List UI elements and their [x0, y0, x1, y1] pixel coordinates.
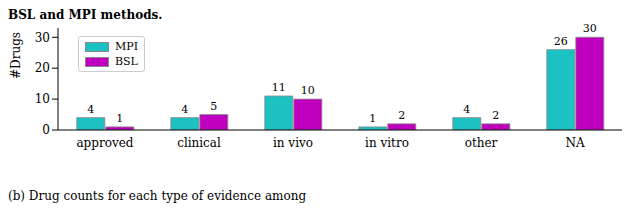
svg-text:20: 20 [35, 61, 50, 75]
svg-text:4: 4 [463, 103, 470, 116]
svg-text:30: 30 [583, 22, 597, 35]
svg-text:2: 2 [492, 109, 499, 122]
svg-text:30: 30 [35, 31, 50, 45]
svg-text:other: other [465, 136, 498, 150]
svg-text:0: 0 [42, 123, 50, 137]
svg-text:10: 10 [301, 84, 315, 97]
html-text:MPI: MPI [115, 40, 138, 53]
svg-text:10: 10 [35, 92, 50, 106]
svg-text:11: 11 [272, 81, 286, 94]
svg-text:2: 2 [398, 109, 405, 122]
svg-text:in vivo: in vivo [273, 136, 313, 150]
svg-text:4: 4 [87, 103, 94, 116]
svg-text:NA: NA [565, 136, 585, 150]
html-text:(b) Drug counts for each type: (b) Drug counts for each type of evidenc… [8, 189, 307, 203]
svg-text:clinical: clinical [177, 136, 221, 150]
svg-text:5: 5 [210, 100, 217, 113]
html-text:BSL and MPI methods.: BSL and MPI methods. [8, 8, 163, 22]
svg-text:1: 1 [116, 112, 123, 125]
html-text:BSL: BSL [115, 55, 138, 68]
svg-text:in vitro: in vitro [365, 136, 409, 150]
svg-text:1: 1 [369, 112, 376, 125]
svg-text:approved: approved [76, 136, 133, 150]
svg-text:26: 26 [554, 35, 568, 48]
svg-text:#Drugs: #Drugs [9, 32, 23, 79]
svg-text:4: 4 [181, 103, 188, 116]
